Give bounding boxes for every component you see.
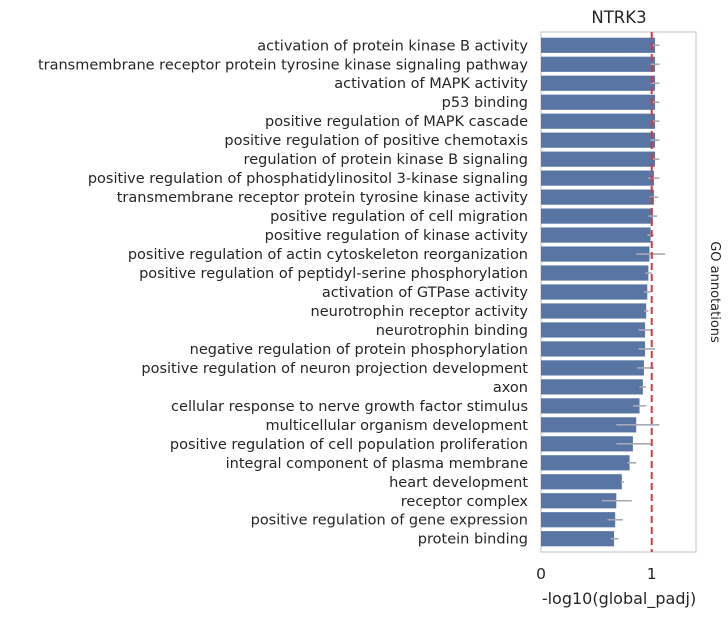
x-axis-label: -log10(global_padj) [542,589,696,609]
bar [541,303,647,319]
bar [541,75,656,91]
category-label: positive regulation of positive chemotax… [224,133,528,149]
category-label: negative regulation of protein phosphory… [190,342,528,358]
category-labels: activation of protein kinase B activity t… [38,38,528,547]
bar [541,512,616,528]
bar [541,436,633,452]
category-label: regulation of protein kinase B signaling [244,152,528,168]
bar [541,474,622,490]
category-label: p53 binding [442,95,528,111]
x-tick-label: 1 [647,565,657,583]
category-label: positive regulation of actin cytoskeleto… [128,247,528,263]
bar [541,284,648,300]
category-label: activation of GTPase activity [322,285,529,301]
category-label: neurotrophin receptor activity [311,304,529,320]
category-label: activation of protein kinase B activity [257,38,528,54]
bar [541,227,651,243]
category-label: cellular response to nerve growth factor… [171,399,528,415]
category-label: neurotrophin binding [376,323,528,339]
bar [541,246,650,262]
bar [541,493,617,509]
category-label: receptor complex [401,494,529,510]
bar [541,37,656,53]
category-label: protein binding [418,532,528,548]
category-label: positive regulation of gene expression [251,513,528,529]
category-label: positive regulation of phosphatidylinosi… [88,171,528,187]
category-label: integral component of plasma membrane [226,456,528,472]
category-label: multicellular organism development [265,418,528,434]
bar [541,341,646,357]
category-label: positive regulation of peptidyl-serine p… [139,266,528,282]
category-label: positive regulation of cell population p… [170,437,528,453]
bar [541,132,656,148]
category-label: heart development [389,475,528,491]
bar [541,417,637,433]
bar [541,265,649,281]
bar [541,379,643,395]
bar [541,113,656,129]
side-label: GO annotations [707,241,722,343]
bar [541,360,644,376]
bar [541,189,654,205]
category-label: positive regulation of kinase activity [265,228,529,244]
category-label: transmembrane receptor protein tyrosine … [38,57,528,73]
bar [541,322,646,338]
bar [541,208,653,224]
category-label: activation of MAPK activity [334,76,528,92]
bar [541,170,654,186]
bar [541,151,656,167]
bar [541,94,656,110]
x-tick-label: 0 [536,565,546,583]
category-label: positive regulation of cell migration [270,209,528,225]
bar [541,455,630,471]
bars-group [541,37,656,547]
category-label: axon [493,380,528,396]
category-label: transmembrane receptor protein tyrosine … [117,190,529,206]
category-label: positive regulation of MAPK cascade [265,114,528,130]
bar [541,56,656,72]
chart-title: NTRK3 [591,8,646,27]
bar [541,398,640,414]
bar [541,531,615,547]
category-label: positive regulation of neuron projection… [141,361,528,377]
